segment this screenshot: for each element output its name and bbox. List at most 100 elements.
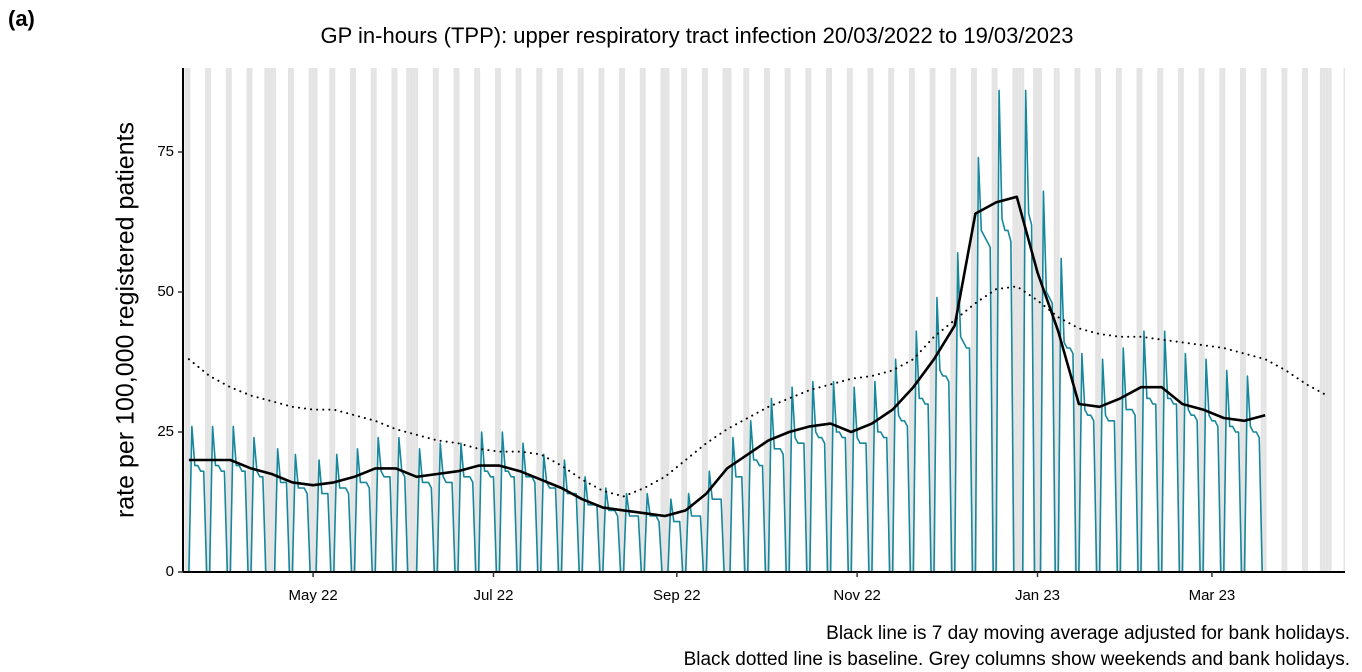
weekend-column [1015,68,1019,572]
weekend-column [308,68,312,572]
weekend-column [536,68,540,572]
weekend-column [681,68,685,572]
weekend-column [1322,68,1326,572]
weekend-column [580,68,584,572]
weekend-column [787,68,791,572]
bank-holiday-column [1038,68,1042,572]
weekend-column [1056,68,1060,572]
weekend-column [1222,68,1226,572]
weekend-column [249,68,253,572]
weekend-column [1284,68,1288,572]
shade-layer [184,68,1345,572]
weekend-column [456,68,460,572]
bank-holiday-column [1319,68,1323,572]
weekend-column [660,68,664,572]
y-tick-label: 25 [157,423,174,440]
weekend-column [432,68,436,572]
weekend-column [415,68,419,572]
weekend-column [1115,68,1119,572]
weekend-column [684,68,688,572]
weekend-column [332,68,336,572]
x-tick-label: Jan 23 [1015,587,1060,604]
weekend-column [1219,68,1223,572]
weekend-column [642,68,646,572]
weekend-column [287,68,291,572]
weekend-column [1036,68,1039,572]
weekend-column [622,68,626,572]
weekend-column [1281,68,1285,572]
weekend-column [663,68,667,572]
weekend-column [639,68,643,572]
weekend-column [598,68,602,572]
weekend-column [1074,68,1078,572]
weekend-column [970,68,974,572]
weekend-column [808,68,812,572]
bank-holiday-column [406,68,410,572]
series-line [188,195,1266,518]
weekend-column [577,68,581,572]
bank-holiday-column [666,68,670,572]
weekend-column [764,68,767,572]
bank-holiday-column [1021,68,1025,572]
weekend-column [1139,68,1143,572]
weekend-column [1177,68,1181,572]
weekend-column [1098,68,1102,572]
weekend-column [208,68,212,572]
weekend-column [1095,68,1099,572]
weekend-column [619,68,623,572]
weekend-column [994,68,998,572]
bank-holiday-column [314,68,318,572]
weekend-column [329,68,333,572]
weekend-column [353,68,356,572]
weekend-column [1012,68,1016,572]
weekend-column [515,68,519,572]
y-axis-label: rate per 100,000 registered patients [112,122,140,518]
weekend-column [1343,68,1345,572]
weekend-column [1305,68,1309,572]
weekend-column [394,68,398,572]
weekend-column [267,68,271,572]
weekend-column [412,68,416,572]
weekend-column [784,68,788,572]
footnote: Black dotted line is baseline. Grey colu… [684,649,1350,670]
weekend-column [932,68,936,572]
weekend-column [391,68,395,572]
weekend-column [1201,68,1205,572]
weekend-column [1157,68,1161,572]
weekend-column [888,68,892,572]
weekend-column [373,68,377,572]
weekend-column [1136,68,1140,572]
x-tick-label: Nov 22 [833,587,881,604]
weekend-column [867,68,871,572]
weekend-column [1302,68,1306,572]
x-tick-label: May 22 [288,587,337,604]
weekend-column [350,68,354,572]
weekend-column [908,68,912,572]
weekend-column [991,68,995,572]
x-tick-label: Sep 22 [653,587,701,604]
weekend-column [205,68,209,572]
line-layer [187,89,1329,572]
weekend-column [290,68,294,572]
weekend-column [829,68,833,572]
weekend-column [725,68,729,572]
weekend-column [497,68,501,572]
weekend-column [557,68,560,572]
weekend-column [601,68,605,572]
bank-holiday-column [1018,68,1022,572]
y-tick-label: 0 [166,563,174,580]
weekend-column [518,68,522,572]
weekend-column [746,68,750,572]
bank-holiday-column [409,68,413,572]
weekend-column [743,68,747,572]
weekend-column [805,68,809,572]
weekend-column [1263,68,1267,572]
weekend-column [228,68,232,572]
bank-holiday-column [264,68,268,572]
bank-holiday-column [728,68,732,572]
weekend-column [950,68,954,572]
weekend-column [1160,68,1164,572]
weekend-column [929,68,933,572]
